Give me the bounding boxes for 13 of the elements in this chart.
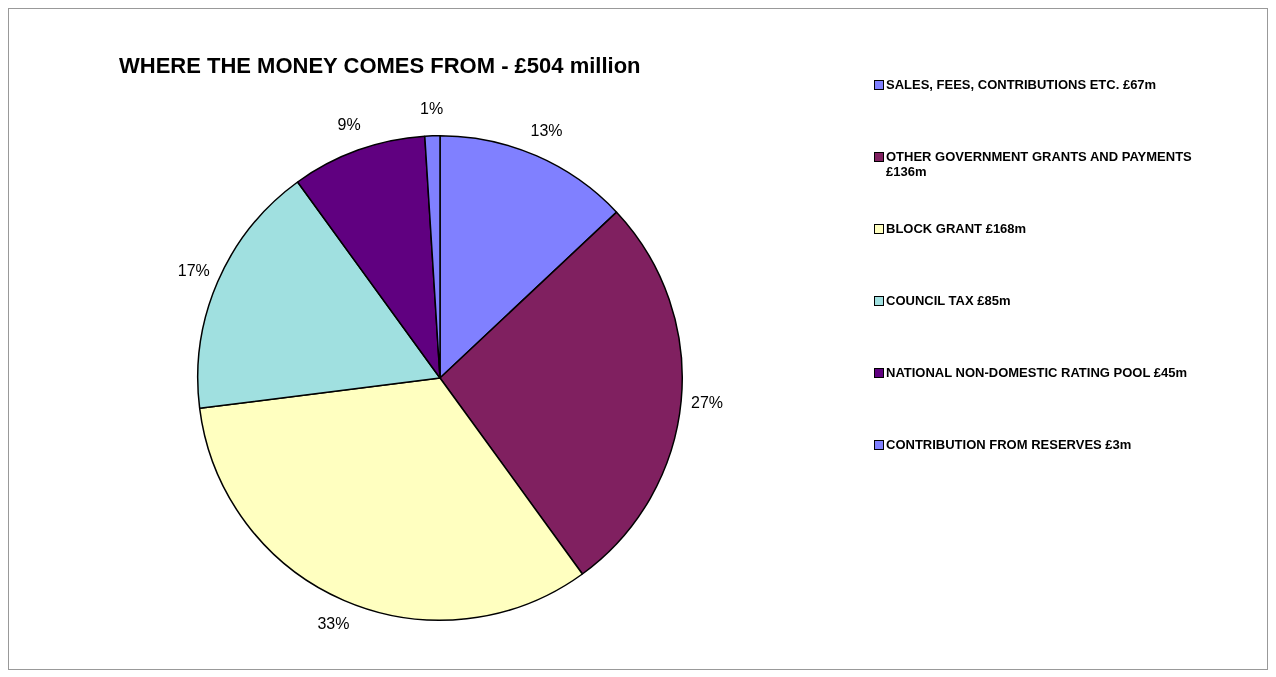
legend-label: COUNCIL TAX £85m: [886, 293, 1011, 308]
data-label: 9%: [337, 116, 361, 134]
legend-label: NATIONAL NON-DOMESTIC RATING POOL £45m: [886, 365, 1187, 380]
data-label: 1%: [420, 100, 444, 118]
legend-label: CONTRIBUTION FROM RESERVES £3m: [886, 437, 1132, 452]
data-label: 13%: [530, 122, 563, 140]
legend-label: BLOCK GRANT £168m: [886, 221, 1027, 236]
data-label: 27%: [691, 393, 724, 411]
data-label: 17%: [177, 261, 210, 279]
legend-label: OTHER GOVERNMENT GRANTS AND PAYMENTS £136m: [886, 149, 1193, 179]
legend-label: SALES, FEES, CONTRIBUTIONS ETC. £67m: [886, 77, 1157, 92]
data-label: 33%: [317, 614, 350, 632]
chart-title: WHERE THE MONEY COMES FROM - £504 million: [119, 53, 641, 79]
